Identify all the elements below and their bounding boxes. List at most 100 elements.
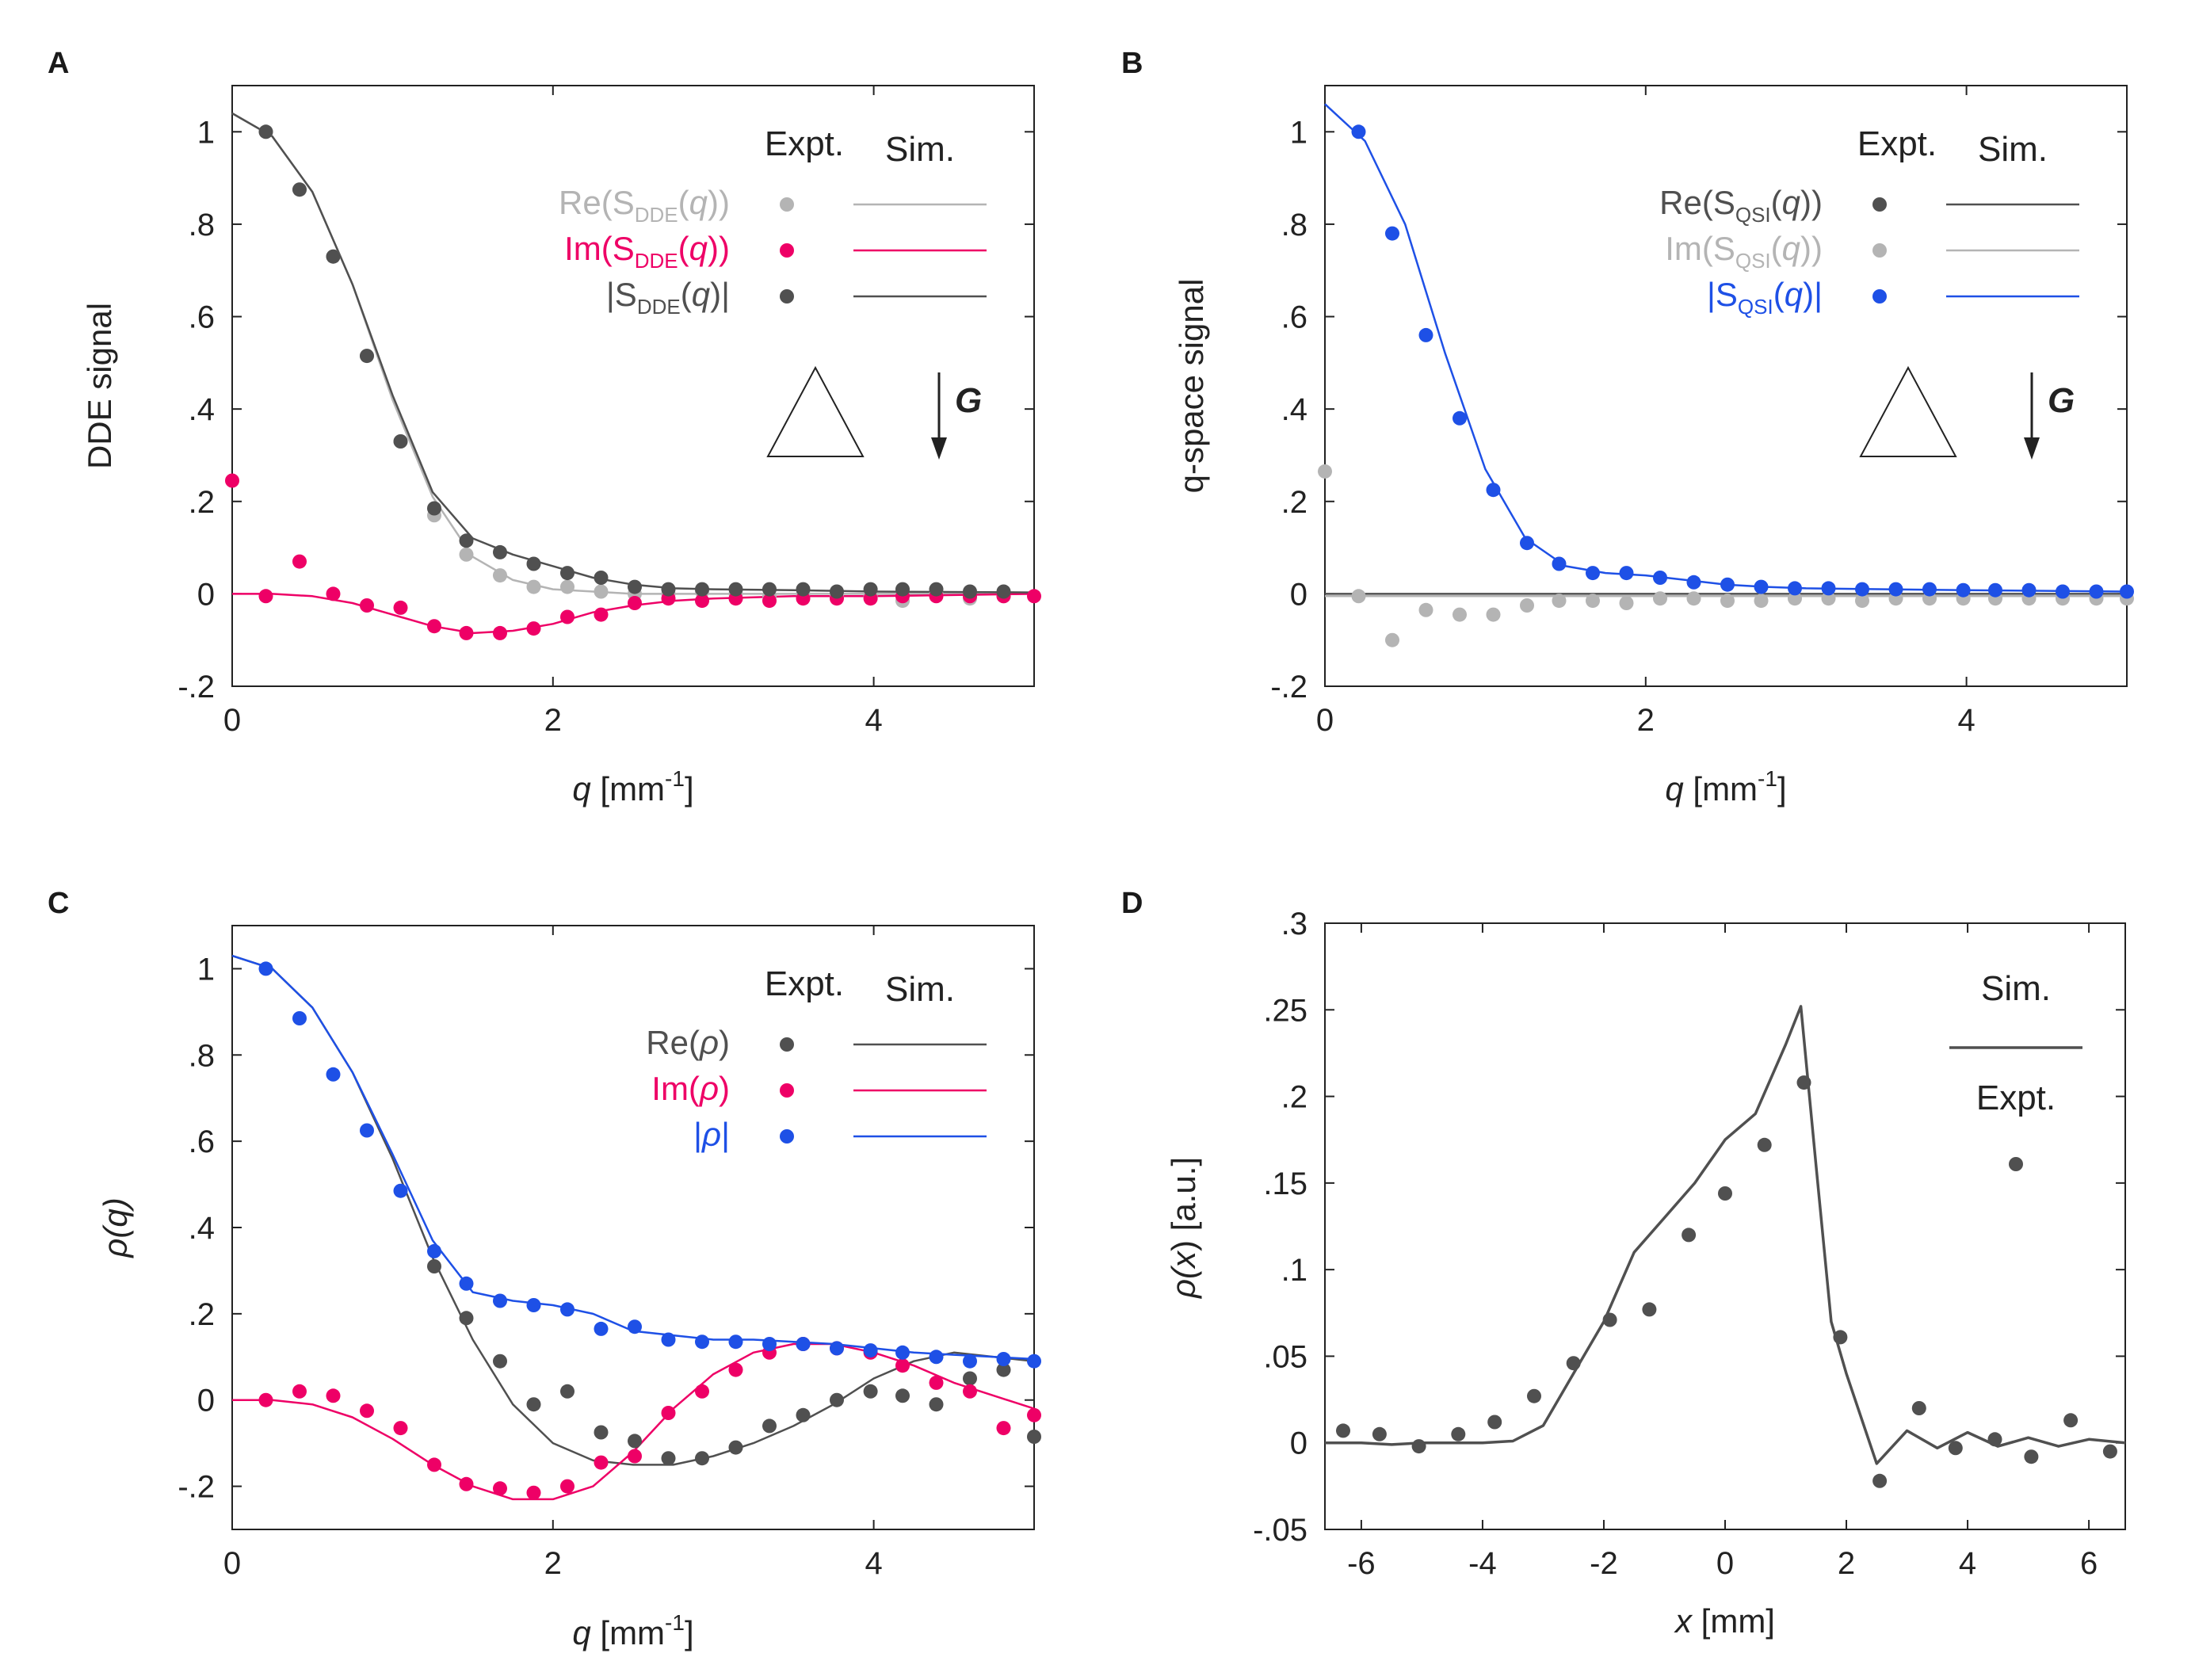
data-point (1586, 566, 1600, 581)
data-point (996, 1352, 1011, 1366)
data-point (1718, 1186, 1732, 1201)
legend-entry-label: Im(SDDE(q)) (564, 230, 730, 273)
data-point (393, 1183, 408, 1198)
data-point (1796, 1075, 1811, 1090)
data-point (459, 1311, 474, 1326)
data-point (1754, 594, 1769, 609)
data-point (526, 579, 541, 594)
legend-a: Expt. Sim. Re(SDDE(q))Im(SDDE(q))|SDDE(q)|… (559, 124, 987, 460)
data-point (661, 582, 676, 597)
y-tick-label: 0 (197, 577, 215, 612)
data-point (459, 625, 474, 640)
data-point (628, 1319, 642, 1334)
data-point (258, 124, 273, 139)
data-point (1821, 581, 1836, 596)
data-point (326, 249, 341, 264)
plot-area-b (1324, 85, 2128, 687)
data-point (963, 584, 977, 599)
y-tick-label: .4 (1281, 392, 1307, 427)
legend-expt-header: Expt. (765, 124, 844, 163)
data-point (493, 1481, 507, 1496)
data-point (427, 619, 441, 634)
y-tick-label: .3 (1281, 907, 1307, 941)
data-point (1855, 582, 1869, 597)
y-tick-label: 0 (197, 1384, 215, 1418)
legend-b: Expt. Sim. Re(SQSI(q))Im(SQSI(q))|SQSI(q)|… (1659, 124, 2079, 460)
y-tick-label: .15 (1263, 1166, 1307, 1201)
series-line (231, 954, 1035, 1361)
data-point (661, 1332, 676, 1347)
data-point (526, 556, 541, 571)
y-tick-label: .6 (189, 300, 215, 335)
data-point (661, 1406, 676, 1420)
series-line (1325, 1005, 2126, 1465)
data-point (1385, 226, 1399, 241)
data-point (1451, 1426, 1466, 1441)
legend-marker (1872, 289, 1887, 304)
data-point (427, 1457, 441, 1472)
y-axis-label: DDE signal (81, 303, 118, 469)
data-point (560, 609, 575, 624)
data-point (1922, 582, 1937, 597)
data-point (493, 568, 507, 583)
legend-d: Sim. Expt. (1949, 969, 2082, 1171)
data-point (728, 1440, 743, 1455)
ticks-d: -6 -4 -2 0 2 4 6 -.05 0 .05 .1 .15 .2 .25 .3 (1253, 907, 2125, 1581)
ticks-a: 0 2 4-.20.2.4.6.81 (178, 86, 1034, 738)
data-a (225, 112, 1041, 640)
data-point (1686, 575, 1701, 590)
data-point (762, 1418, 777, 1434)
data-point (393, 1421, 408, 1436)
legend-marker (780, 243, 794, 258)
gradient-label: G (2048, 381, 2075, 420)
data-point (393, 600, 408, 615)
data-point (292, 182, 307, 197)
data-point (1833, 1330, 1848, 1345)
legend-marker (780, 1129, 794, 1144)
data-point (628, 1434, 642, 1449)
data-point (1486, 607, 1501, 622)
ticks-b: 0 2 4 -.2 0 .2 .4 .6 .8 1 (1270, 86, 2127, 738)
data-point (728, 1362, 743, 1377)
data-point (895, 1345, 910, 1360)
data-point (326, 586, 341, 601)
legend-marker (1872, 243, 1887, 258)
data-point (594, 1321, 609, 1336)
data-point (796, 582, 811, 597)
x-tick-label: 2 (544, 1546, 562, 1581)
data-point (963, 1354, 977, 1369)
data-point (326, 1067, 341, 1082)
legend-entry-label: |SDDE(q)| (606, 276, 730, 319)
data-point (830, 1341, 844, 1356)
data-point (560, 1384, 575, 1399)
data-point (526, 1397, 541, 1412)
data-point (628, 1449, 642, 1464)
data-point (594, 1455, 609, 1470)
data-point (661, 1451, 676, 1466)
y-tick-label: .6 (1281, 300, 1307, 335)
data-point (594, 1425, 609, 1440)
data-point (863, 582, 878, 597)
data-point (393, 434, 408, 449)
legend-expt-header: Expt. (765, 964, 844, 1003)
legend-expt-header: Expt. (1857, 124, 1937, 163)
y-tick-label: .1 (1281, 1253, 1307, 1288)
legend-entry-label: Re(SQSI(q)) (1659, 184, 1823, 227)
y-tick-label: .4 (189, 392, 215, 427)
x-tick-label: 0 (223, 703, 241, 738)
data-point (2024, 1449, 2039, 1464)
data-point (762, 594, 777, 609)
data-point (560, 1302, 575, 1317)
data-point (1653, 571, 1667, 585)
legend-sim-header: Sim. (885, 970, 955, 1009)
data-point (929, 1350, 944, 1365)
data-point (1418, 602, 1433, 617)
data-d (1325, 1005, 2126, 1488)
data-point (493, 1354, 507, 1369)
y-axis-label: ρ(x) [a.u.] (1165, 1157, 1202, 1300)
legend-c: Expt. Sim. Re(ρ) Im(ρ) |ρ| (646, 964, 987, 1153)
legend-sim-header: Sim. (1978, 130, 2048, 169)
data-point (895, 1358, 910, 1373)
data-point (360, 598, 374, 613)
data-point (2063, 1413, 2079, 1428)
